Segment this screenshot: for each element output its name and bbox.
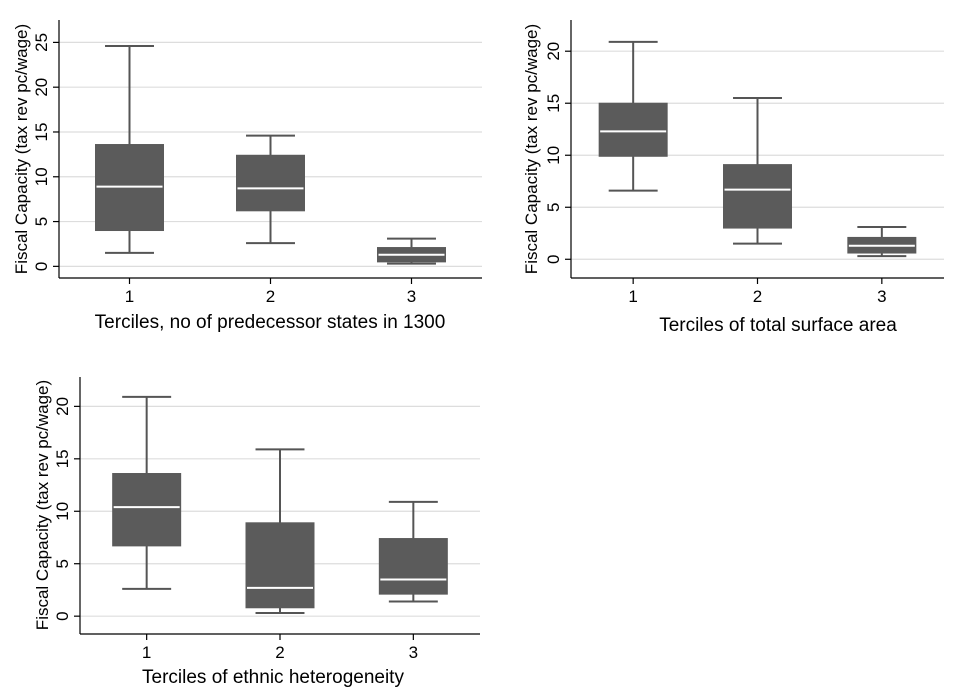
y-tick-label: 5 — [544, 203, 563, 212]
box-1 — [598, 40, 668, 192]
y-tick-label: 5 — [53, 559, 72, 568]
y-tick-label: 0 — [53, 611, 72, 620]
x-axis-title: Terciles of ethnic heterogeneity — [142, 667, 404, 688]
box-body — [378, 538, 448, 595]
chart-panel-1: 0 5 10 15 20 25 1 2 3 Terciles, no of predecessor… — [12, 20, 482, 333]
x-tick-label: 3 — [407, 287, 416, 306]
chart-panel-2: 0 5 10 15 20 1 2 3 Terciles of total surface are… — [522, 20, 944, 336]
y-axis-title: Fiscal Capacity (tax rev pc/wage) — [522, 24, 541, 274]
y-axis-title: Fiscal Capacity (tax rev pc/wage) — [33, 380, 52, 630]
chart-panel-3: 0 5 10 15 20 1 2 3 Terciles of ethnic heterogene… — [33, 377, 480, 688]
box-1 — [95, 44, 164, 254]
box-body — [598, 102, 668, 157]
box-2 — [245, 448, 315, 615]
y-tick-label: 25 — [32, 33, 51, 52]
box-body — [236, 154, 305, 212]
y-axis-title: Fiscal Capacity (tax rev pc/wage) — [12, 24, 31, 274]
box-body — [245, 522, 315, 609]
y-tick-label: 20 — [544, 42, 563, 61]
x-axis-title: Terciles, no of predecessor states in 13… — [95, 312, 446, 333]
x-tick-label: 3 — [409, 643, 418, 662]
y-tick-label: 20 — [53, 397, 72, 416]
x-axis-title: Terciles of total surface area — [659, 315, 897, 336]
y-tick-label: 0 — [32, 262, 51, 271]
x-tick-label: 2 — [266, 287, 275, 306]
y-tick-label: 15 — [32, 123, 51, 142]
x-tick-label: 1 — [125, 287, 134, 306]
y-tick-label: 20 — [32, 78, 51, 97]
box-3 — [847, 226, 917, 258]
box-2 — [236, 134, 305, 245]
x-tick-label: 1 — [142, 643, 151, 662]
x-tick-label: 1 — [628, 287, 637, 306]
box-3 — [378, 500, 448, 603]
x-tick-label: 3 — [877, 287, 886, 306]
box-2 — [723, 97, 792, 245]
x-tick-label: 2 — [275, 643, 284, 662]
x-tick-label: 2 — [753, 287, 762, 306]
y-tick-label: 15 — [53, 449, 72, 468]
box-1 — [112, 395, 182, 590]
box-body — [112, 473, 182, 547]
y-tick-label: 10 — [32, 167, 51, 186]
y-tick-label: 0 — [544, 255, 563, 264]
y-tick-label: 15 — [544, 94, 563, 113]
box-3 — [377, 237, 446, 265]
box-body — [723, 164, 792, 229]
y-tick-label: 5 — [32, 217, 51, 226]
y-tick-label: 10 — [53, 502, 72, 521]
y-tick-label: 10 — [544, 146, 563, 165]
